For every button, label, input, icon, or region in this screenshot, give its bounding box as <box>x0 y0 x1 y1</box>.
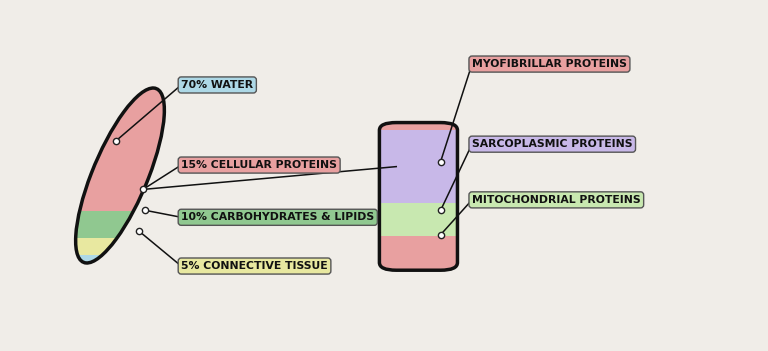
Bar <box>352 203 485 236</box>
Text: MYOFIBRILLAR PROTEINS: MYOFIBRILLAR PROTEINS <box>472 59 627 69</box>
Text: SARCOPLASMIC PROTEINS: SARCOPLASMIC PROTEINS <box>472 139 633 149</box>
Text: MITOCHONDRIAL PROTEINS: MITOCHONDRIAL PROTEINS <box>472 195 641 205</box>
FancyBboxPatch shape <box>379 122 458 270</box>
Text: 5% CONNECTIVE TISSUE: 5% CONNECTIVE TISSUE <box>181 261 328 271</box>
Text: 15% CELLULAR PROTEINS: 15% CELLULAR PROTEINS <box>181 160 337 170</box>
Bar <box>352 130 485 203</box>
Text: 10% CARBOHYDRATES & LIPIDS: 10% CARBOHYDRATES & LIPIDS <box>181 212 374 222</box>
Bar <box>62 87 178 211</box>
Bar <box>62 238 178 256</box>
Ellipse shape <box>75 88 164 263</box>
Bar <box>62 211 178 238</box>
Text: 70% WATER: 70% WATER <box>181 80 253 90</box>
